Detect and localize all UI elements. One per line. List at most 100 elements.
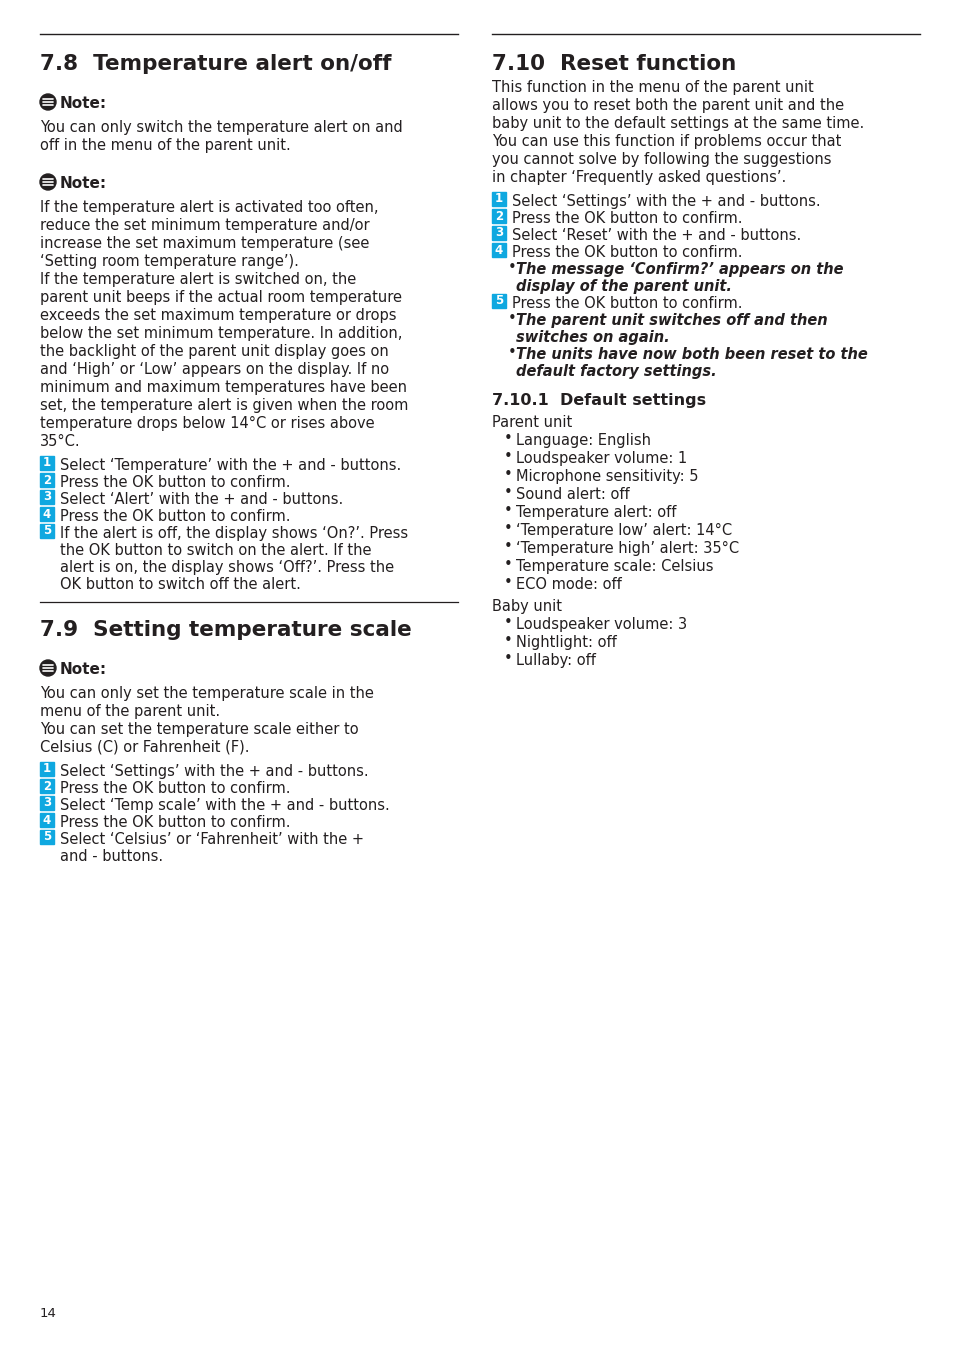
Text: •: • [503,450,512,464]
Text: •: • [503,558,512,572]
Text: 7.10.1  Default settings: 7.10.1 Default settings [492,393,705,408]
Text: menu of the parent unit.: menu of the parent unit. [40,703,220,720]
Text: 1: 1 [495,193,502,205]
Text: •: • [507,261,517,275]
Text: You can only set the temperature scale in the: You can only set the temperature scale i… [40,686,374,701]
Bar [492,294,505,308]
Text: switches on again.: switches on again. [516,329,669,346]
Bar [492,225,505,240]
Text: 5: 5 [43,525,51,537]
Text: Sound alert: off: Sound alert: off [516,487,629,502]
Text: you cannot solve by following the suggestions: you cannot solve by following the sugges… [492,153,831,167]
Text: Select ‘Temperature’ with the + and - buttons.: Select ‘Temperature’ with the + and - bu… [60,458,401,472]
Circle shape [40,174,56,190]
Text: Parent unit: Parent unit [492,414,572,431]
Text: 7.9  Setting temperature scale: 7.9 Setting temperature scale [40,620,412,640]
Text: •: • [503,504,512,518]
Text: Press the OK button to confirm.: Press the OK button to confirm. [60,509,291,524]
Text: reduce the set minimum temperature and/or: reduce the set minimum temperature and/o… [40,217,369,234]
Text: 35°C.: 35°C. [40,433,81,450]
Text: temperature drops below 14°C or rises above: temperature drops below 14°C or rises ab… [40,416,375,431]
Text: 7.10  Reset function: 7.10 Reset function [492,54,736,74]
Text: Select ‘Settings’ with the + and - buttons.: Select ‘Settings’ with the + and - butto… [512,194,820,209]
Text: 3: 3 [43,796,51,810]
Text: 7.8  Temperature alert on/off: 7.8 Temperature alert on/off [40,54,391,74]
Text: This function in the menu of the parent unit: This function in the menu of the parent … [492,80,813,94]
Bar [492,192,505,207]
Bar [40,813,54,828]
Text: Temperature scale: Celsius: Temperature scale: Celsius [516,559,713,574]
Text: The message ‘Confirm?’ appears on the: The message ‘Confirm?’ appears on the [516,262,842,277]
Text: Press the OK button to confirm.: Press the OK button to confirm. [512,296,741,310]
Text: allows you to reset both the parent unit and the: allows you to reset both the parent unit… [492,99,843,113]
Text: •: • [503,616,512,630]
Text: ‘Setting room temperature range’).: ‘Setting room temperature range’). [40,254,298,269]
Text: OK button to switch off the alert.: OK button to switch off the alert. [60,576,300,593]
Text: baby unit to the default settings at the same time.: baby unit to the default settings at the… [492,116,863,131]
Text: below the set minimum temperature. In addition,: below the set minimum temperature. In ad… [40,325,402,342]
Text: the backlight of the parent unit display goes on: the backlight of the parent unit display… [40,344,388,359]
Text: Loudspeaker volume: 3: Loudspeaker volume: 3 [516,617,686,632]
Text: 5: 5 [43,830,51,844]
Text: increase the set maximum temperature (see: increase the set maximum temperature (se… [40,236,369,251]
Text: Note:: Note: [60,96,107,111]
Text: Press the OK button to confirm.: Press the OK button to confirm. [60,782,291,796]
Text: Lullaby: off: Lullaby: off [516,653,596,668]
Text: Language: English: Language: English [516,433,650,448]
Text: Note:: Note: [60,662,107,676]
Text: ‘Temperature low’ alert: 14°C: ‘Temperature low’ alert: 14°C [516,522,731,539]
Text: Select ‘Alert’ with the + and - buttons.: Select ‘Alert’ with the + and - buttons. [60,491,343,508]
Circle shape [40,660,56,676]
Text: You can use this function if problems occur that: You can use this function if problems oc… [492,134,841,148]
Text: and ‘High’ or ‘Low’ appears on the display. If no: and ‘High’ or ‘Low’ appears on the displ… [40,362,389,377]
Text: Celsius (C) or Fahrenheit (F).: Celsius (C) or Fahrenheit (F). [40,740,250,755]
Text: The parent unit switches off and then: The parent unit switches off and then [516,313,827,328]
Text: Microphone sensitivity: 5: Microphone sensitivity: 5 [516,468,698,485]
Text: Press the OK button to confirm.: Press the OK button to confirm. [60,815,291,830]
Text: parent unit beeps if the actual room temperature: parent unit beeps if the actual room tem… [40,290,401,305]
Text: 4: 4 [43,508,51,521]
Text: •: • [503,633,512,648]
Text: •: • [503,467,512,482]
Text: set, the temperature alert is given when the room: set, the temperature alert is given when… [40,398,408,413]
Text: If the alert is off, the display shows ‘On?’. Press: If the alert is off, the display shows ‘… [60,526,408,541]
Text: Select ‘Reset’ with the + and - buttons.: Select ‘Reset’ with the + and - buttons. [512,228,801,243]
Text: Select ‘Temp scale’ with the + and - buttons.: Select ‘Temp scale’ with the + and - but… [60,798,390,813]
Text: Note:: Note: [60,176,107,190]
Text: •: • [503,431,512,446]
Text: •: • [507,310,517,325]
Text: •: • [503,539,512,553]
Bar [40,472,54,487]
Text: •: • [507,346,517,360]
Text: exceeds the set maximum temperature or drops: exceeds the set maximum temperature or d… [40,308,396,323]
Text: Select ‘Celsius’ or ‘Fahrenheit’ with the +: Select ‘Celsius’ or ‘Fahrenheit’ with th… [60,832,364,846]
Bar [40,508,54,521]
Text: •: • [503,485,512,500]
Text: Baby unit: Baby unit [492,599,561,614]
Text: default factory settings.: default factory settings. [516,364,716,379]
Text: 4: 4 [495,243,502,256]
Text: the OK button to switch on the alert. If the: the OK button to switch on the alert. If… [60,543,371,558]
Text: Press the OK button to confirm.: Press the OK button to confirm. [512,211,741,225]
Text: in chapter ‘Frequently asked questions’.: in chapter ‘Frequently asked questions’. [492,170,785,185]
Bar [40,761,54,776]
Text: 1: 1 [43,456,51,470]
Text: 14: 14 [40,1307,57,1320]
Bar [40,490,54,504]
Text: Press the OK button to confirm.: Press the OK button to confirm. [60,475,291,490]
Text: You can only switch the temperature alert on and: You can only switch the temperature aler… [40,120,402,135]
Text: and - buttons.: and - buttons. [60,849,163,864]
Text: ECO mode: off: ECO mode: off [516,576,621,593]
Bar [40,779,54,792]
Bar [40,524,54,539]
Text: Nightlight: off: Nightlight: off [516,634,616,649]
Text: •: • [503,521,512,536]
Bar [40,830,54,844]
Text: 2: 2 [43,779,51,792]
Text: 1: 1 [43,763,51,775]
Text: ‘Temperature high’ alert: 35°C: ‘Temperature high’ alert: 35°C [516,541,739,556]
Text: 3: 3 [495,227,502,239]
Text: If the temperature alert is activated too often,: If the temperature alert is activated to… [40,200,378,215]
Text: If the temperature alert is switched on, the: If the temperature alert is switched on,… [40,271,355,288]
Bar [492,209,505,223]
